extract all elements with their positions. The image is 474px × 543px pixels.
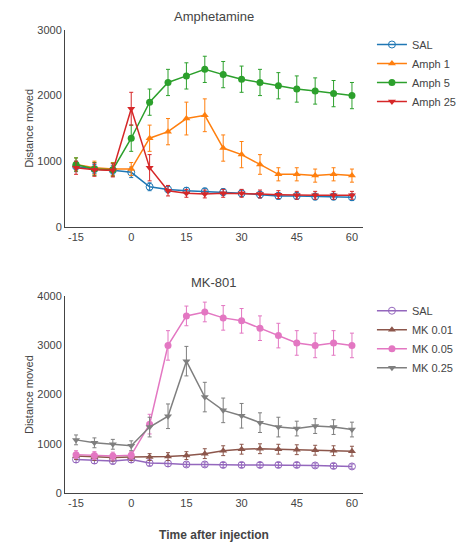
svg-text:4000: 4000	[37, 290, 61, 302]
svg-text:30: 30	[235, 497, 247, 509]
svg-text:Amph 5: Amph 5	[412, 77, 450, 89]
svg-text:45: 45	[291, 497, 303, 509]
svg-text:0: 0	[56, 487, 62, 499]
svg-text:45: 45	[291, 231, 303, 243]
svg-text:2000: 2000	[37, 388, 61, 400]
svg-text:-15: -15	[68, 231, 84, 243]
svg-text:MK 0.05: MK 0.05	[412, 343, 453, 355]
svg-text:Distance moved: Distance moved	[23, 89, 35, 168]
svg-text:3000: 3000	[37, 339, 61, 351]
svg-text:3000: 3000	[37, 24, 61, 36]
svg-text:1000: 1000	[37, 438, 61, 450]
svg-text:30: 30	[235, 231, 247, 243]
svg-text:MK 0.25: MK 0.25	[412, 362, 453, 374]
svg-text:15: 15	[180, 231, 192, 243]
svg-text:SAL: SAL	[412, 305, 433, 317]
svg-text:15: 15	[180, 497, 192, 509]
svg-text:SAL: SAL	[412, 39, 433, 51]
svg-text:-15: -15	[68, 497, 84, 509]
svg-text:60: 60	[346, 497, 358, 509]
svg-text:Amph 25: Amph 25	[412, 96, 456, 108]
svg-text:Distance moved: Distance moved	[23, 355, 35, 434]
svg-text:0: 0	[128, 497, 134, 509]
svg-text:0: 0	[128, 231, 134, 243]
svg-text:Time after injection: Time after injection	[159, 528, 269, 542]
svg-text:60: 60	[346, 231, 358, 243]
svg-text:2000: 2000	[37, 89, 61, 101]
svg-text:0: 0	[56, 221, 62, 233]
svg-text:MK 0.01: MK 0.01	[412, 324, 453, 336]
svg-text:MK-801: MK-801	[191, 275, 237, 290]
svg-text:Amph 1: Amph 1	[412, 58, 450, 70]
svg-text:Amphetamine: Amphetamine	[174, 9, 254, 24]
svg-text:1000: 1000	[37, 155, 61, 167]
